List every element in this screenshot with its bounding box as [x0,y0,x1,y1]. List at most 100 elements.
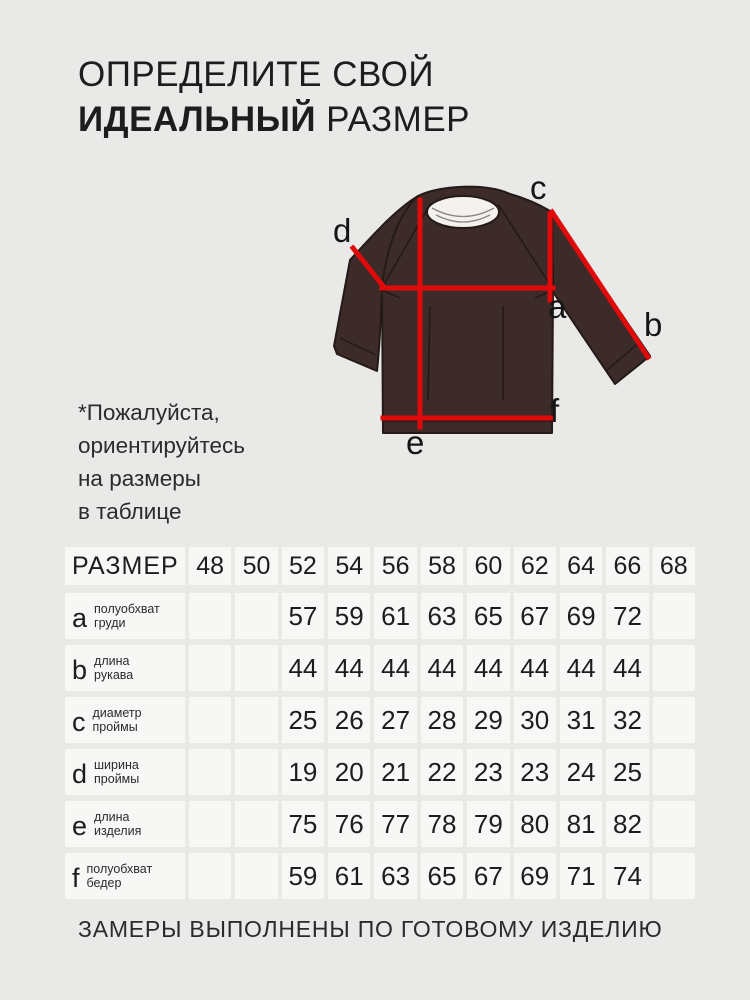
measurement-cell: 44 [281,645,325,691]
measure-lines [349,197,652,430]
measurement-cell: 79 [467,801,510,847]
table-row: f полуобхват бедер 59 61 63 65 67 69 71 74 [65,853,695,899]
measurement-cell [652,697,695,743]
measurement-cell: 74 [606,853,649,899]
row-measure-name: полуобхват бедер [87,862,153,890]
row-label-cell: e длина изделия [65,801,185,847]
note-text: *Пожалуйста, ориентируйтесь на размеры в… [78,396,245,528]
row-measure-name-line2: проймы [92,720,138,734]
measurement-cell: 59 [281,853,325,899]
measurement-cell [235,749,278,795]
row-measure-name: диаметр проймы [93,706,142,734]
measurement-cell: 63 [420,593,464,639]
measurement-cell: 72 [606,593,649,639]
row-measure-name-line1: ширина [94,758,139,772]
row-measure-name: длина рукава [94,654,133,682]
size-column-header: 68 [652,547,695,585]
measurement-cell: 69 [559,593,603,639]
row-label-cell: c диаметр проймы [65,697,185,743]
title-line2-bold: ИДЕАЛЬНЫЙ [78,100,317,139]
size-column-header: 58 [420,547,464,585]
row-measure-name: ширина проймы [94,758,139,786]
note-line: *Пожалуйста, [78,400,220,425]
measurement-cell: 32 [606,697,649,743]
size-column-header: 66 [606,547,649,585]
measurement-cell [652,749,695,795]
table-row: e длина изделия 75 76 77 78 79 80 81 82 [65,801,695,847]
measurement-cell: 61 [328,853,371,899]
size-column-header: 54 [328,547,371,585]
measurement-cell: 44 [420,645,464,691]
measurement-cell: 26 [328,697,371,743]
measurement-cell: 63 [374,853,417,899]
row-letter: e [72,810,88,841]
measurement-cell: 44 [328,645,371,691]
measurement-cell: 29 [467,697,510,743]
footer-note: ЗАМЕРЫ ВЫПОЛНЕНЫ ПО ГОТОВОМУ ИЗДЕЛИЮ [78,916,663,942]
row-letter: c [72,706,86,737]
measurement-cell: 81 [559,801,603,847]
row-label-cell: b длина рукава [65,645,185,691]
measurement-cell: 21 [374,749,417,795]
size-table-header-label: РАЗМЕР [65,547,185,585]
table-row: c диаметр проймы 25 26 27 28 29 30 31 32 [65,697,695,743]
measurement-cell [189,853,232,899]
row-measure-name-line1: диаметр [92,706,142,720]
measurement-cell: 75 [281,801,325,847]
measurement-cell: 77 [374,801,417,847]
row-measure-name-line2: груди [94,616,126,630]
measurement-cell [189,593,232,639]
measurement-cell: 44 [513,645,556,691]
garment-illustration-icon [333,185,652,434]
measurement-cell: 71 [559,853,603,899]
measurement-cell: 80 [513,801,556,847]
size-column-header: 48 [189,547,232,585]
measurement-cell: 61 [374,593,417,639]
measurement-cell [652,645,695,691]
row-measure-name-line2: рукава [94,668,134,682]
measurement-cell [189,749,232,795]
measure-label-a: a [548,288,567,325]
measurement-cell: 20 [328,749,371,795]
measurement-cell: 69 [513,853,556,899]
measurement-cell: 23 [513,749,556,795]
row-measure-name: полуобхват груди [94,602,160,630]
measurement-cell: 44 [374,645,417,691]
measurement-cell [235,853,278,899]
measurement-cell: 28 [420,697,464,743]
measurement-cell: 76 [328,801,371,847]
page-title: ОПРЕДЕЛИТЕ СВОЙ ИДЕАЛЬНЫЙ РАЗМЕР [78,52,470,142]
measurement-cell [235,593,278,639]
measurement-cell: 67 [513,593,556,639]
measurement-cell: 31 [559,697,603,743]
measurement-cell: 25 [606,749,649,795]
measurement-cell: 57 [281,593,325,639]
measure-label-c: c [530,169,547,206]
measurement-cell: 82 [606,801,649,847]
measurement-cell [189,697,232,743]
measurement-cell [652,593,695,639]
measurement-cell: 22 [420,749,464,795]
measure-label-d: d [333,212,352,249]
garment-diagram: a b c d e f [320,171,692,474]
measurement-cell: 44 [467,645,510,691]
row-letter: b [72,654,88,685]
measurement-cell: 25 [281,697,325,743]
measurement-cell: 78 [420,801,464,847]
measure-label-e: e [406,424,425,461]
row-measure-name-line2: изделия [94,824,142,838]
size-table-header-row: РАЗМЕР 48 50 52 54 56 58 60 62 64 66 68 [65,547,695,585]
row-label-cell: a полуобхват груди [65,593,185,639]
row-measure-name-line1: длина [94,810,130,824]
measurement-cell: 30 [513,697,556,743]
row-label-cell: f полуобхват бедер [65,853,185,899]
size-column-header: 64 [559,547,603,585]
size-column-header: 50 [235,547,278,585]
measurement-cell: 23 [467,749,510,795]
size-column-header: 60 [467,547,510,585]
measurement-cell [189,801,232,847]
title-line1: ОПРЕДЕЛИТЕ СВОЙ [78,55,435,94]
row-letter: a [72,602,88,633]
table-row: d ширина проймы 19 20 21 22 23 23 24 25 [65,749,695,795]
